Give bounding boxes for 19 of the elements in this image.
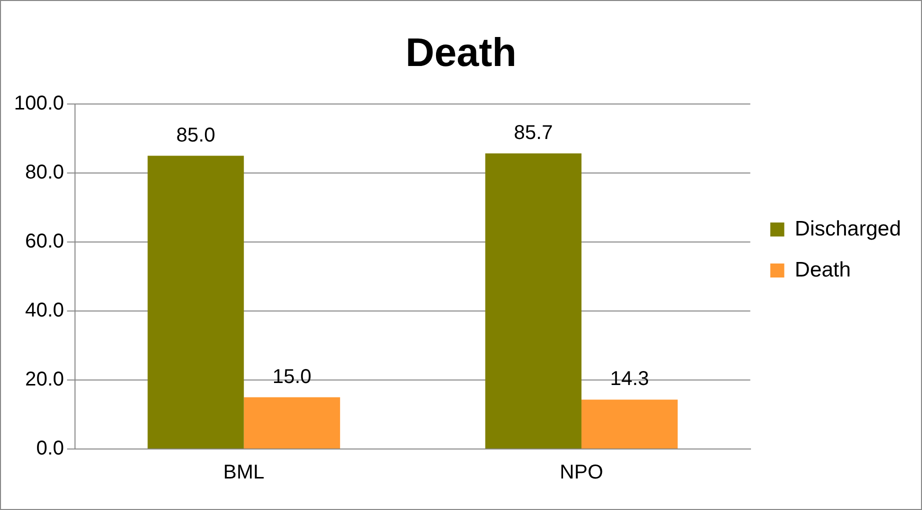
chart-title: Death [405,31,517,76]
legend-label: Discharged [794,217,902,240]
y-tick-label: 0.0 [36,438,64,460]
bar [485,153,582,448]
y-tick-label: 100.0 [14,92,64,115]
bar [581,400,678,448]
y-tick-label: 20.0 [25,368,64,391]
data-label: 14.3 [610,368,650,390]
y-tick-label: 60.0 [25,230,64,253]
bar [244,397,340,448]
legend-label: Death [794,258,851,282]
x-tick-label: NPO [560,462,604,484]
data-label: 15.0 [272,366,312,388]
data-label: 85.0 [176,124,216,146]
bar [148,156,244,448]
y-tick-label: 80.0 [25,162,64,184]
data-label: 85.7 [514,122,553,144]
y-tick-label: 40.0 [25,300,64,322]
x-tick-label: BML [223,462,264,484]
